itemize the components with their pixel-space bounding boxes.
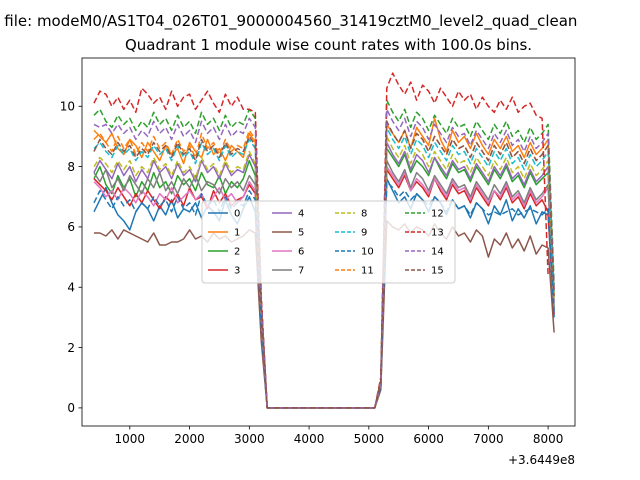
x-tick-label: 4000 (294, 432, 325, 446)
x-tick-label: 2000 (174, 432, 205, 446)
chart-title: Quadrant 1 module wise count rates with … (124, 36, 533, 54)
legend-label-6: 6 (298, 247, 304, 258)
legend-label-10: 10 (361, 247, 374, 258)
x-tick-label: 7000 (473, 432, 504, 446)
legend-label-9: 9 (361, 228, 367, 239)
series-line-13 (93, 72, 549, 409)
y-tick-label: 2 (67, 341, 75, 355)
legend-label-4: 4 (298, 209, 304, 220)
y-tick-label: 0 (67, 401, 75, 415)
series-line-15 (93, 120, 555, 409)
legend-label-3: 3 (234, 266, 240, 277)
legend-box (201, 200, 456, 284)
y-tick-label: 6 (67, 220, 75, 234)
legend-label-5: 5 (298, 228, 304, 239)
legend-label-0: 0 (234, 209, 240, 220)
legend-label-8: 8 (361, 209, 367, 220)
series-line-10 (93, 180, 555, 409)
legend-label-2: 2 (234, 247, 240, 258)
figure-suptitle: n file: modeM0/AS1T04_026T01_9000004560_… (0, 12, 578, 30)
x-offset-label: +3.6449e8 (508, 453, 575, 467)
series-layer (93, 72, 555, 409)
y-tick-label: 4 (67, 281, 75, 295)
legend-label-1: 1 (234, 228, 240, 239)
axes-frame (81, 57, 576, 427)
legend-label-15: 15 (431, 266, 444, 277)
legend-label-12: 12 (431, 209, 444, 220)
legend-label-13: 13 (431, 228, 444, 239)
x-tick-label: 3000 (234, 432, 265, 446)
x-tick-label: 8000 (533, 432, 564, 446)
x-tick-label: 6000 (413, 432, 444, 446)
series-line-9 (93, 126, 555, 409)
series-line-14 (93, 108, 555, 409)
legend-label-14: 14 (431, 247, 444, 258)
legend-label-11: 11 (361, 266, 374, 277)
x-tick-label: 5000 (354, 432, 385, 446)
y-tick-label: 10 (60, 100, 75, 114)
x-tick-label: 1000 (115, 432, 146, 446)
legend-label-7: 7 (298, 266, 304, 277)
y-tick-label: 8 (67, 160, 75, 174)
